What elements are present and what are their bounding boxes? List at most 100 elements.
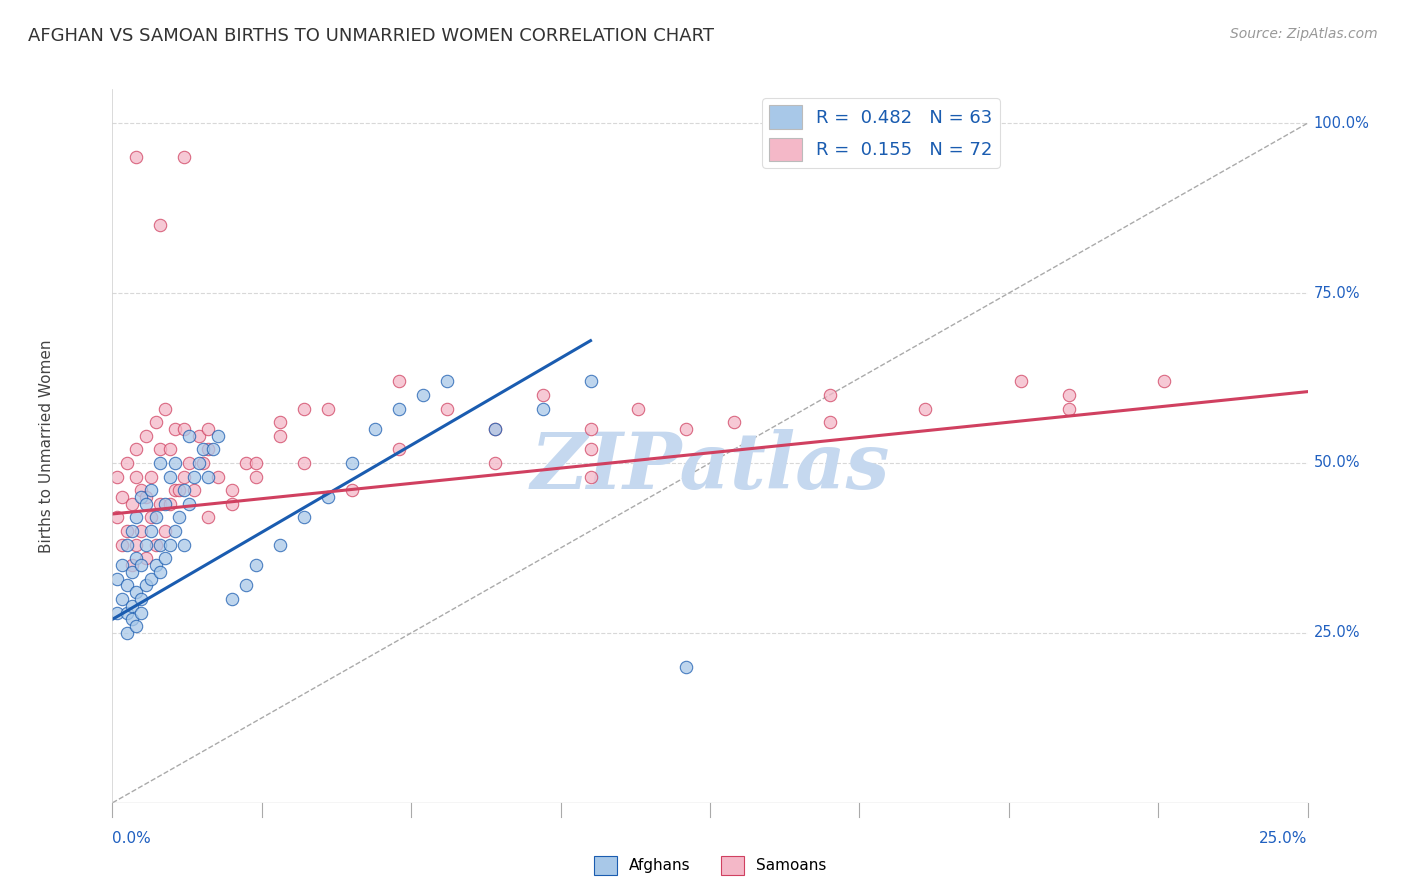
Point [388, 375, 411, 389]
Point [125, 537, 148, 551]
Point [105, 469, 128, 483]
Point [173, 150, 195, 164]
Point [173, 483, 195, 498]
Point [125, 469, 148, 483]
Point [115, 537, 138, 551]
Point [1057, 388, 1080, 402]
Text: AFGHAN VS SAMOAN BIRTHS TO UNMARRIED WOMEN CORRELATION CHART: AFGHAN VS SAMOAN BIRTHS TO UNMARRIED WOM… [28, 27, 714, 45]
Point [153, 551, 176, 566]
Point [139, 524, 162, 538]
Point [1057, 401, 1080, 416]
Point [139, 483, 162, 498]
Point [245, 558, 267, 572]
Point [139, 572, 162, 586]
Point [149, 456, 172, 470]
Point [105, 572, 128, 586]
Point [197, 442, 219, 457]
Point [484, 456, 506, 470]
Point [340, 456, 363, 470]
Point [125, 551, 148, 566]
Point [340, 483, 363, 498]
Point [221, 497, 243, 511]
Point [159, 537, 181, 551]
Point [159, 469, 181, 483]
Point [115, 626, 138, 640]
Point [135, 537, 157, 551]
Point [129, 524, 152, 538]
Point [388, 442, 411, 457]
Point [111, 490, 134, 504]
Point [149, 537, 172, 551]
Point [914, 401, 936, 416]
Point [145, 537, 167, 551]
Point [177, 456, 200, 470]
Point [245, 469, 267, 483]
Point [173, 537, 195, 551]
Point [579, 422, 602, 436]
Text: 0.0%: 0.0% [112, 831, 152, 846]
Point [1010, 375, 1032, 389]
Point [675, 422, 697, 436]
Point [149, 218, 172, 232]
Point [579, 469, 602, 483]
Point [173, 422, 195, 436]
Point [105, 606, 128, 620]
Point [115, 578, 138, 592]
Point [221, 591, 243, 606]
Point [129, 606, 152, 620]
Point [245, 456, 267, 470]
Point [531, 401, 554, 416]
Text: 25.0%: 25.0% [1313, 625, 1360, 640]
Point [121, 524, 143, 538]
Legend: R =  0.482   N = 63, R =  0.155   N = 72: R = 0.482 N = 63, R = 0.155 N = 72 [762, 98, 1000, 168]
Point [115, 456, 138, 470]
Point [207, 429, 229, 443]
Point [675, 660, 697, 674]
Point [627, 401, 650, 416]
Point [169, 510, 191, 524]
Point [145, 415, 167, 429]
Point [201, 442, 224, 457]
Point [292, 401, 315, 416]
Point [153, 497, 176, 511]
Point [316, 490, 339, 504]
Point [436, 375, 458, 389]
Point [105, 510, 128, 524]
Point [388, 401, 411, 416]
Point [125, 510, 148, 524]
Point [121, 565, 143, 579]
Point [129, 483, 152, 498]
Text: 75.0%: 75.0% [1313, 285, 1360, 301]
Point [125, 442, 148, 457]
Text: 100.0%: 100.0% [1313, 116, 1369, 131]
Point [111, 537, 134, 551]
Point [177, 497, 200, 511]
Point [187, 456, 209, 470]
Text: 25.0%: 25.0% [1260, 831, 1308, 846]
Point [235, 578, 257, 592]
Point [125, 619, 148, 633]
Point [221, 483, 243, 498]
Point [139, 469, 162, 483]
Point [292, 456, 315, 470]
Point [292, 510, 315, 524]
Point [121, 599, 143, 613]
Point [159, 442, 181, 457]
Point [163, 456, 186, 470]
Point [197, 469, 219, 483]
Point [115, 606, 138, 620]
Point [197, 510, 219, 524]
Point [484, 422, 506, 436]
Point [436, 401, 458, 416]
Point [484, 422, 506, 436]
Point [197, 422, 219, 436]
Point [169, 483, 191, 498]
Point [145, 510, 167, 524]
Point [153, 524, 176, 538]
Point [183, 469, 205, 483]
Point [235, 456, 257, 470]
Point [531, 388, 554, 402]
Point [316, 401, 339, 416]
Point [193, 442, 215, 457]
Point [183, 483, 205, 498]
